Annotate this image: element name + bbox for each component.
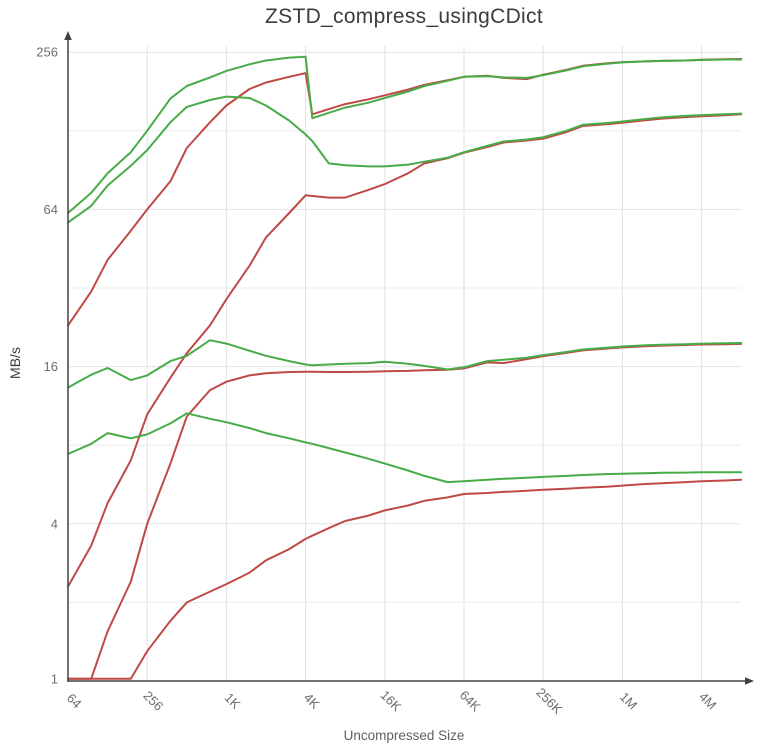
x-tick-label: 256K bbox=[533, 685, 565, 717]
y-tick-label: 1 bbox=[51, 671, 58, 686]
y-tick-label: 4 bbox=[51, 516, 58, 531]
series-green-pair4-line bbox=[67, 412, 743, 484]
x-tick-label: 64K bbox=[457, 687, 484, 714]
y-axis-arrow-icon bbox=[64, 31, 72, 40]
series-red-pair4-line bbox=[67, 478, 743, 680]
x-axis-title: Uncompressed Size bbox=[343, 728, 465, 743]
y-tick-label: 16 bbox=[44, 359, 58, 374]
x-tick-label: 64 bbox=[64, 690, 85, 711]
x-tick-label: 4K bbox=[301, 690, 323, 712]
x-tick-label: 1M bbox=[617, 689, 640, 712]
series-red-pair3-line bbox=[67, 342, 743, 680]
chart-title: ZSTD_compress_usingCDict bbox=[265, 5, 543, 28]
x-tick-label: 256 bbox=[140, 688, 166, 714]
series-green-pair2-line bbox=[67, 95, 743, 224]
y-tick-label: 256 bbox=[36, 45, 58, 60]
x-tick-label: 16K bbox=[377, 687, 404, 714]
series-green-pair1-line bbox=[67, 55, 743, 214]
series-red-pair2-line bbox=[67, 113, 743, 588]
x-axis-arrow-icon bbox=[745, 677, 754, 685]
y-tick-label: 64 bbox=[44, 202, 58, 217]
x-tick-label: 1K bbox=[222, 690, 244, 712]
x-tick-label: 4M bbox=[696, 689, 719, 712]
series-green-pair3-line bbox=[67, 339, 743, 389]
